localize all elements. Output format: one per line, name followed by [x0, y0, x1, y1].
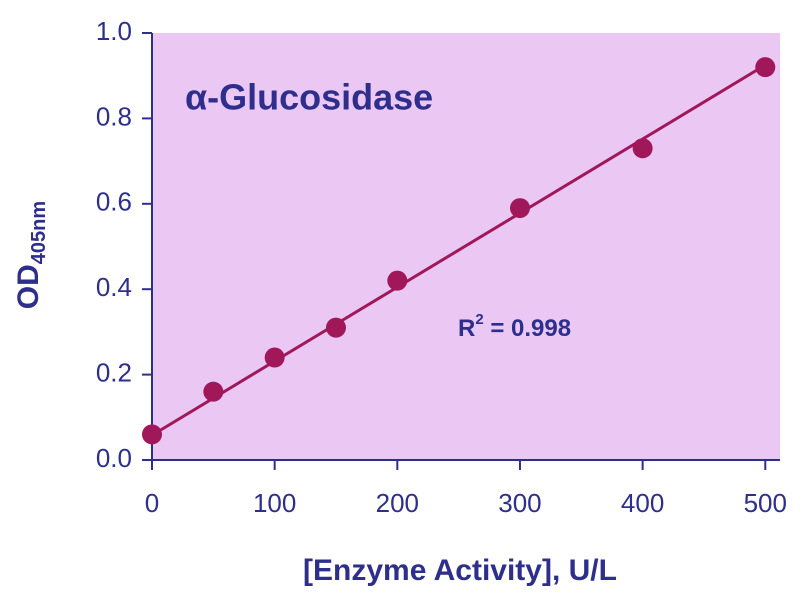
chart-title: α-Glucosidase	[185, 77, 433, 118]
y-axis-label: OD405nm	[12, 201, 50, 309]
data-point	[509, 198, 530, 219]
x-tick-label: 0	[145, 488, 159, 518]
annotation: R2 = 0.998	[458, 311, 571, 342]
x-tick-label: 100	[253, 488, 296, 518]
y-tick-label: 0.6	[96, 187, 132, 217]
x-axis-label: [Enzyme Activity], U/L	[303, 554, 617, 587]
annotation-suffix: = 0.998	[484, 315, 571, 342]
y-tick-label: 0.8	[96, 101, 132, 131]
y-axis-label-main: OD	[12, 264, 45, 309]
x-tick-label: 400	[621, 488, 664, 518]
data-point	[755, 57, 776, 78]
y-tick-label: 0.0	[96, 443, 132, 473]
data-point	[203, 381, 224, 402]
y-tick-label: 1.0	[96, 16, 132, 46]
fit-line	[151, 63, 767, 437]
y-tick-label: 0.4	[96, 272, 132, 302]
data-point	[632, 138, 653, 159]
data-point	[142, 424, 162, 445]
x-tick-label: 300	[498, 488, 541, 518]
x-tick-label: 200	[376, 488, 419, 518]
annotation-superscript: 2	[475, 311, 483, 328]
annotation-text: R	[458, 315, 475, 342]
data-point	[264, 347, 285, 368]
x-tick-label: 500	[744, 488, 787, 518]
y-tick-label: 0.2	[96, 357, 132, 387]
y-axis-label-subscript: 405nm	[28, 201, 50, 264]
data-point	[387, 270, 408, 291]
data-point	[325, 317, 346, 338]
